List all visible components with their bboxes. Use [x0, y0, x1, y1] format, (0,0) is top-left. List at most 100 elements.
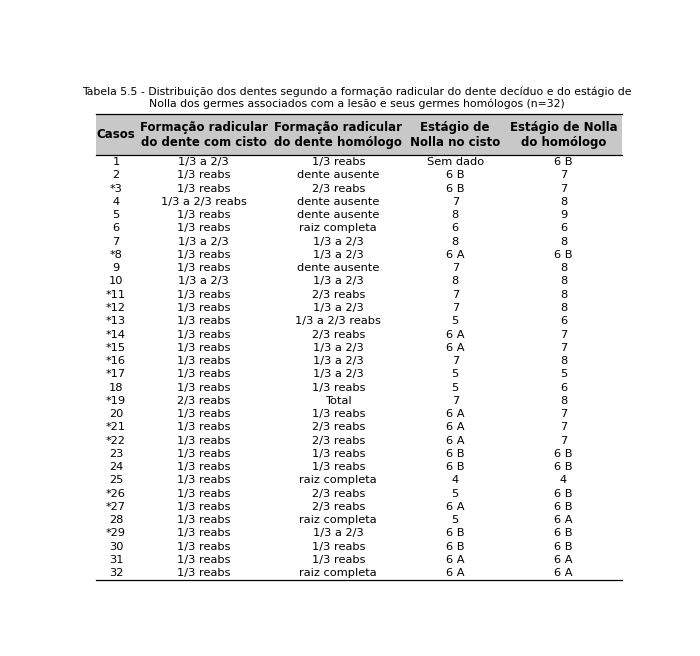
- Text: 1/3 reabs: 1/3 reabs: [312, 382, 365, 392]
- Text: raiz completa: raiz completa: [300, 515, 377, 525]
- Text: 9: 9: [113, 263, 120, 273]
- Text: 1/3 a 2/3: 1/3 a 2/3: [313, 303, 364, 313]
- Text: 6 B: 6 B: [446, 542, 465, 552]
- Text: 6 B: 6 B: [446, 171, 465, 180]
- Text: *29: *29: [106, 528, 126, 539]
- Text: 5: 5: [452, 382, 458, 392]
- Text: 1: 1: [113, 157, 120, 167]
- Text: 6 B: 6 B: [446, 184, 465, 194]
- Text: 6: 6: [560, 316, 567, 326]
- Text: 1/3 a 2/3: 1/3 a 2/3: [178, 276, 229, 287]
- Text: 1/3 reabs: 1/3 reabs: [177, 290, 230, 300]
- Bar: [96, 114, 622, 155]
- Text: 6 B: 6 B: [554, 528, 573, 539]
- Text: 2/3 reabs: 2/3 reabs: [312, 422, 365, 432]
- Text: 7: 7: [560, 329, 567, 340]
- Text: Sem dado: Sem dado: [426, 157, 484, 167]
- Text: dente ausente: dente ausente: [297, 210, 379, 220]
- Text: 1/3 reabs: 1/3 reabs: [177, 515, 230, 525]
- Text: *21: *21: [106, 422, 126, 432]
- Text: 1/3 a 2/3 reabs: 1/3 a 2/3 reabs: [161, 197, 246, 207]
- Text: 1/3 reabs: 1/3 reabs: [177, 369, 230, 379]
- Text: 2/3 reabs: 2/3 reabs: [312, 329, 365, 340]
- Text: 1/3 reabs: 1/3 reabs: [177, 303, 230, 313]
- Text: 6: 6: [560, 224, 567, 234]
- Text: 30: 30: [109, 542, 123, 552]
- Text: 6 B: 6 B: [554, 449, 573, 459]
- Text: 8: 8: [560, 396, 567, 406]
- Text: *12: *12: [106, 303, 126, 313]
- Text: 7: 7: [452, 396, 458, 406]
- Text: 1/3 reabs: 1/3 reabs: [177, 171, 230, 180]
- Text: 1/3 reabs: 1/3 reabs: [312, 462, 365, 472]
- Text: 6 B: 6 B: [554, 157, 573, 167]
- Text: *11: *11: [106, 290, 126, 300]
- Text: 5: 5: [452, 316, 458, 326]
- Text: 1/3 reabs: 1/3 reabs: [177, 542, 230, 552]
- Text: 7: 7: [452, 263, 458, 273]
- Text: 7: 7: [560, 171, 567, 180]
- Text: 1/3 reabs: 1/3 reabs: [177, 329, 230, 340]
- Text: Estágio de Nolla
do homólogo: Estágio de Nolla do homólogo: [510, 121, 617, 149]
- Text: 1/3 a 2/3: 1/3 a 2/3: [313, 528, 364, 539]
- Text: 6 B: 6 B: [446, 449, 465, 459]
- Text: *26: *26: [106, 489, 126, 499]
- Text: *8: *8: [110, 250, 122, 260]
- Text: Total: Total: [325, 396, 351, 406]
- Text: 6 B: 6 B: [554, 250, 573, 260]
- Text: 31: 31: [109, 555, 123, 565]
- Text: 5: 5: [560, 369, 567, 379]
- Text: 7: 7: [452, 290, 458, 300]
- Text: 1/3 a 2/3: 1/3 a 2/3: [313, 369, 364, 379]
- Text: 1/3 reabs: 1/3 reabs: [177, 476, 230, 485]
- Text: 1/3 reabs: 1/3 reabs: [312, 555, 365, 565]
- Text: 7: 7: [560, 422, 567, 432]
- Text: 6 B: 6 B: [554, 542, 573, 552]
- Text: dente ausente: dente ausente: [297, 197, 379, 207]
- Text: 1/3 reabs: 1/3 reabs: [177, 555, 230, 565]
- Text: 6 A: 6 A: [446, 250, 465, 260]
- Text: 7: 7: [452, 197, 458, 207]
- Text: 5: 5: [452, 489, 458, 499]
- Text: 6 B: 6 B: [554, 489, 573, 499]
- Text: raiz completa: raiz completa: [300, 224, 377, 234]
- Text: 2/3 reabs: 2/3 reabs: [312, 489, 365, 499]
- Text: 2/3 reabs: 2/3 reabs: [312, 436, 365, 445]
- Text: 1/3 reabs: 1/3 reabs: [177, 382, 230, 392]
- Text: 4: 4: [560, 476, 567, 485]
- Text: *3: *3: [110, 184, 122, 194]
- Text: 1/3 reabs: 1/3 reabs: [177, 184, 230, 194]
- Text: *13: *13: [106, 316, 126, 326]
- Text: 2/3 reabs: 2/3 reabs: [312, 184, 365, 194]
- Text: 6 B: 6 B: [554, 462, 573, 472]
- Text: 8: 8: [560, 237, 567, 247]
- Text: 6 B: 6 B: [446, 528, 465, 539]
- Text: 8: 8: [560, 303, 567, 313]
- Text: 1/3 a 2/3: 1/3 a 2/3: [313, 237, 364, 247]
- Text: 1/3 reabs: 1/3 reabs: [177, 409, 230, 419]
- Text: 1/3 reabs: 1/3 reabs: [177, 502, 230, 512]
- Text: 8: 8: [560, 356, 567, 366]
- Text: 6 A: 6 A: [554, 568, 573, 578]
- Text: 20: 20: [109, 409, 123, 419]
- Text: 1/3 reabs: 1/3 reabs: [177, 342, 230, 353]
- Text: 6 A: 6 A: [446, 422, 465, 432]
- Text: 2/3 reabs: 2/3 reabs: [177, 396, 230, 406]
- Text: 1/3 reabs: 1/3 reabs: [177, 422, 230, 432]
- Text: 1/3 reabs: 1/3 reabs: [177, 224, 230, 234]
- Text: dente ausente: dente ausente: [297, 171, 379, 180]
- Text: 4: 4: [452, 476, 458, 485]
- Text: 7: 7: [113, 237, 120, 247]
- Text: *22: *22: [106, 436, 126, 445]
- Text: 4: 4: [113, 197, 120, 207]
- Text: *19: *19: [106, 396, 126, 406]
- Text: 8: 8: [560, 197, 567, 207]
- Text: 7: 7: [452, 303, 458, 313]
- Text: 6 A: 6 A: [446, 409, 465, 419]
- Text: 6 A: 6 A: [446, 329, 465, 340]
- Text: *16: *16: [106, 356, 126, 366]
- Text: 1/3 reabs: 1/3 reabs: [312, 157, 365, 167]
- Text: 1/3 reabs: 1/3 reabs: [312, 409, 365, 419]
- Text: 6: 6: [452, 224, 458, 234]
- Text: 1/3 reabs: 1/3 reabs: [177, 250, 230, 260]
